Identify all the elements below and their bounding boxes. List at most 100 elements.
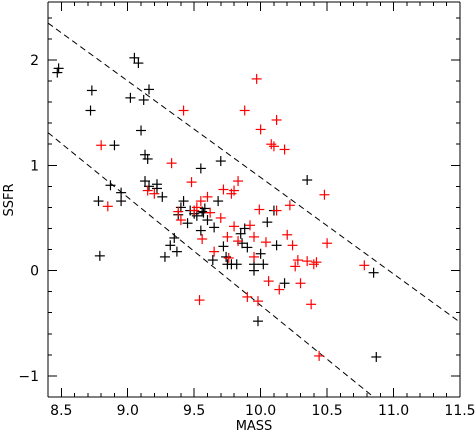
data-point <box>169 232 180 243</box>
data-point <box>271 205 282 216</box>
data-points <box>52 52 382 362</box>
data-point <box>252 316 263 327</box>
x-tick-label: 11.5 <box>444 403 475 419</box>
data-point <box>199 203 210 214</box>
data-point <box>302 175 313 186</box>
data-point <box>140 149 151 160</box>
data-point <box>136 125 147 136</box>
data-point <box>279 144 290 155</box>
data-point <box>319 189 330 200</box>
data-point <box>175 215 186 226</box>
data-point <box>242 242 253 253</box>
data-point <box>105 180 116 191</box>
data-point <box>279 278 290 289</box>
data-point <box>207 255 218 266</box>
data-point <box>237 238 248 249</box>
reference-line-2 <box>47 132 374 398</box>
data-point <box>274 284 285 295</box>
data-point <box>194 295 205 306</box>
data-point <box>359 260 370 271</box>
data-point <box>314 350 325 361</box>
data-point <box>295 278 306 289</box>
data-point <box>249 251 259 262</box>
data-point <box>322 238 333 249</box>
x-tick-label: 10.5 <box>312 403 343 419</box>
data-point <box>215 156 226 167</box>
data-point <box>144 181 155 192</box>
data-point <box>255 124 266 135</box>
y-tick-label: 1 <box>30 158 39 174</box>
data-point <box>271 114 282 125</box>
data-point <box>52 67 63 78</box>
data-point <box>306 299 317 310</box>
data-point <box>96 140 107 151</box>
x-tick-label: 11.0 <box>378 403 409 419</box>
data-point <box>157 191 168 202</box>
data-point <box>222 231 233 242</box>
data-point <box>284 200 295 211</box>
data-point <box>221 251 232 262</box>
data-point <box>197 234 208 244</box>
reference-line-1 <box>47 22 461 323</box>
data-point <box>218 241 229 252</box>
x-tick-label: 9.0 <box>117 403 139 419</box>
data-point <box>171 246 182 257</box>
data-point <box>178 196 189 207</box>
data-point <box>254 204 265 215</box>
data-point <box>195 225 206 236</box>
data-point <box>191 210 202 221</box>
data-point <box>218 184 229 195</box>
data-point <box>368 267 379 278</box>
data-point <box>142 153 153 164</box>
data-point <box>94 250 105 261</box>
data-point <box>86 85 97 96</box>
y-axis-label: SSFR <box>2 183 17 216</box>
data-point <box>308 259 319 270</box>
data-point <box>159 251 170 262</box>
data-point <box>260 237 271 248</box>
data-point <box>53 63 64 74</box>
data-point <box>209 222 220 233</box>
data-point <box>229 185 240 196</box>
data-point <box>195 196 206 207</box>
data-point <box>239 223 250 234</box>
y-tick-label: −1 <box>18 369 39 385</box>
data-point <box>251 73 262 84</box>
reference-lines <box>47 22 461 398</box>
x-axis-label: MASS <box>236 419 273 434</box>
data-point <box>290 261 301 272</box>
data-point <box>245 220 256 231</box>
data-point <box>268 141 279 152</box>
data-point <box>292 255 303 266</box>
data-point <box>138 94 149 105</box>
data-point <box>215 212 226 223</box>
data-point <box>140 176 151 187</box>
data-point <box>175 202 186 213</box>
y-tick-label: 0 <box>30 264 39 280</box>
data-point <box>195 163 206 174</box>
data-point <box>133 58 144 69</box>
data-point <box>93 196 104 207</box>
data-point <box>165 240 176 251</box>
data-point <box>242 291 253 302</box>
data-point <box>258 259 269 270</box>
data-point <box>116 196 127 207</box>
x-tick-label: 8.5 <box>50 403 72 419</box>
data-point <box>282 229 293 240</box>
data-point <box>205 207 216 218</box>
data-point <box>144 84 155 95</box>
data-point <box>302 256 313 267</box>
data-point <box>182 218 193 229</box>
data-point <box>311 257 322 268</box>
data-point <box>233 236 244 247</box>
data-point <box>142 185 153 196</box>
data-point <box>151 183 162 194</box>
ticks <box>47 2 461 398</box>
data-point <box>287 240 298 251</box>
data-point <box>249 231 259 242</box>
data-point <box>371 351 382 362</box>
data-point <box>102 201 113 212</box>
data-point <box>202 215 213 226</box>
data-point <box>202 191 213 202</box>
